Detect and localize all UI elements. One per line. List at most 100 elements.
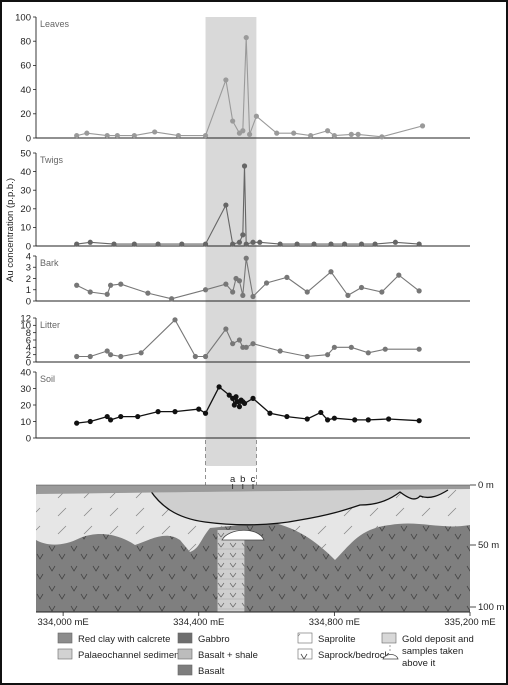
- data-point-litter: [107, 352, 114, 358]
- legend-label-gold-deposit-and-samples-taken-above-it-2: samples taken: [402, 646, 463, 657]
- y-axis-label: Au concentration (p.p.b.): [5, 178, 16, 282]
- data-point-bark: [250, 293, 256, 300]
- y-tick-label-leaves: 20: [20, 109, 31, 120]
- x-tick-label: 335,200 mE: [444, 617, 495, 628]
- data-point-soil: [241, 400, 248, 406]
- data-point-soil: [118, 413, 124, 420]
- legend-swatch-red-clay-with-calcrete: [57, 632, 73, 644]
- data-point-bark: [74, 282, 80, 288]
- data-point-leaves: [114, 132, 120, 139]
- basalt-shale-pattern: [217, 530, 245, 612]
- data-point-bark: [107, 282, 114, 288]
- data-point-leaves: [355, 131, 361, 137]
- panel-leaves: 0 20 40 60 80 100 Leaves: [15, 12, 470, 144]
- data-point-twigs: [179, 241, 185, 247]
- legend-swatch-gold-deposit-and-samples-taken-above-it: [381, 632, 397, 644]
- data-point-soil: [365, 417, 371, 423]
- data-point-leaves: [240, 128, 246, 134]
- data-point-twigs: [257, 239, 263, 245]
- data-point-leaves: [331, 132, 337, 139]
- data-point-bark: [104, 291, 110, 297]
- data-point-bark: [236, 278, 243, 284]
- palaeochannel-base: [149, 489, 449, 526]
- data-point-litter: [365, 350, 371, 356]
- data-point-soil: [196, 406, 202, 412]
- y-tick-label-twigs: 30: [20, 186, 31, 197]
- y-tick-label-twigs: 40: [20, 167, 31, 178]
- data-point-bark: [145, 290, 151, 296]
- data-point-soil: [250, 395, 256, 401]
- y-tick-label-bark: 3: [26, 263, 31, 274]
- data-point-twigs: [202, 241, 209, 247]
- data-point-litter: [230, 341, 236, 347]
- data-point-bark: [304, 289, 310, 295]
- y-tick-label-leaves: 80: [20, 37, 31, 48]
- palaeochannel-sediments: [150, 486, 455, 525]
- y-tick-label-leaves: 60: [20, 61, 31, 72]
- data-point-litter: [172, 317, 178, 323]
- data-point-leaves: [253, 113, 259, 119]
- y-tick-label-bark: 2: [26, 274, 31, 285]
- data-point-twigs: [241, 163, 248, 169]
- data-point-soil: [331, 415, 337, 421]
- depth-label: 0 m: [478, 480, 494, 491]
- y-tick-label-soil: 20: [20, 400, 31, 411]
- data-point-twigs: [392, 239, 399, 245]
- data-point-leaves: [230, 118, 236, 124]
- data-point-soil: [87, 418, 93, 425]
- data-point-twigs: [74, 241, 80, 247]
- legend-label-saprolite: Saprolite: [318, 634, 356, 645]
- data-point-litter: [331, 344, 337, 350]
- legend-label-gold-deposit-and-samples-taken-above-it-1: Gold deposit and: [402, 634, 474, 645]
- data-point-bark: [345, 292, 351, 298]
- data-point-leaves: [291, 130, 297, 136]
- legend-swatch-basalt: [177, 664, 193, 676]
- data-point-leaves: [348, 131, 354, 137]
- data-point-leaves: [223, 77, 229, 83]
- data-point-bark: [202, 287, 209, 293]
- data-point-litter: [138, 350, 144, 356]
- legend-label-red-clay-with-calcrete: Red clay with calcrete: [78, 634, 170, 645]
- legend-swatch-gabbro: [177, 632, 193, 644]
- data-point-soil: [324, 417, 331, 423]
- data-point-soil: [104, 413, 110, 420]
- y-tick-label-twigs: 0: [26, 241, 31, 252]
- data-point-twigs: [131, 241, 137, 247]
- data-point-leaves: [419, 123, 426, 129]
- data-point-soil: [74, 420, 80, 426]
- data-point-bark: [263, 280, 270, 286]
- data-point-twigs: [87, 239, 93, 245]
- data-point-litter: [304, 353, 310, 360]
- legend-swatch-saprock-bedrock: [297, 648, 313, 660]
- y-tick-label-soil: 0: [26, 433, 31, 444]
- data-point-soil: [155, 409, 161, 415]
- data-point-bark: [284, 274, 290, 280]
- data-point-twigs: [311, 241, 317, 247]
- data-point-leaves: [324, 128, 331, 134]
- data-point-twigs: [236, 239, 243, 245]
- data-point-litter: [223, 326, 229, 332]
- data-point-leaves: [104, 132, 110, 139]
- legend-label-basalt-shale: Basalt + shale: [198, 650, 258, 661]
- data-point-leaves: [202, 132, 209, 139]
- data-point-bark: [230, 289, 236, 295]
- data-point-litter: [236, 337, 243, 343]
- y-tick-label-leaves: 0: [26, 133, 31, 144]
- data-point-soil: [202, 410, 209, 416]
- data-point-twigs: [416, 241, 422, 247]
- data-point-soil: [318, 409, 324, 416]
- data-point-bark: [328, 269, 334, 275]
- data-point-twigs: [277, 241, 283, 247]
- gold-deposit-outline: [221, 529, 265, 541]
- data-point-leaves: [175, 132, 182, 139]
- data-point-litter: [243, 344, 249, 350]
- panel-twigs: 0 10 20 30 40 50 Twigs: [20, 148, 470, 252]
- data-point-soil: [226, 392, 232, 398]
- data-point-litter: [382, 346, 388, 352]
- data-point-twigs: [111, 241, 117, 247]
- data-point-leaves: [247, 131, 253, 137]
- data-point-soil: [304, 416, 310, 422]
- data-point-bark: [169, 296, 175, 302]
- panel-label-twigs: Twigs: [40, 155, 64, 165]
